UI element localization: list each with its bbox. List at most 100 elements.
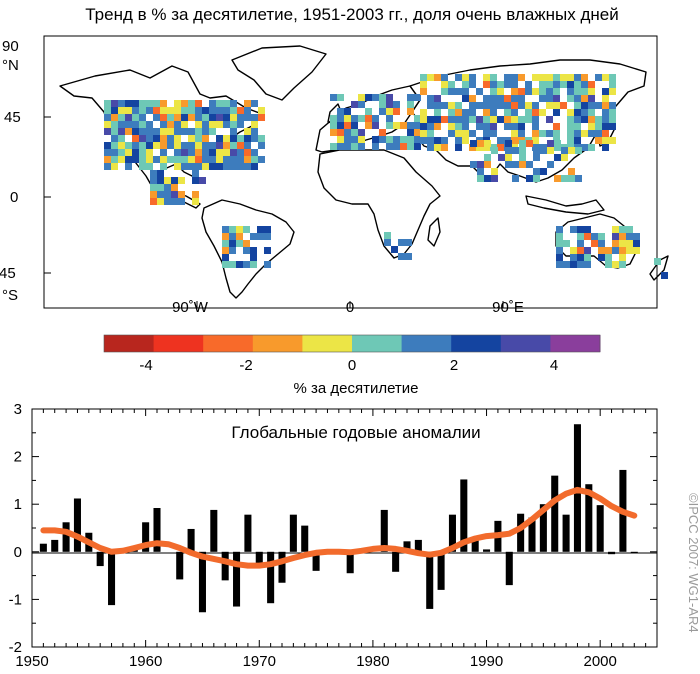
trend-cell — [146, 163, 153, 170]
trend-cell — [619, 233, 626, 240]
trend-cell — [174, 128, 181, 135]
trend-cell — [588, 81, 595, 88]
anomaly-bars — [39, 424, 638, 613]
trend-cell — [223, 100, 230, 107]
trend-cell — [609, 81, 616, 88]
trend-cell — [612, 233, 619, 240]
trend-cell — [251, 121, 258, 128]
trend-cell — [111, 156, 118, 163]
trend-cell — [497, 95, 504, 102]
trend-cell — [386, 108, 393, 115]
anomaly-bar-1999 — [585, 484, 593, 552]
trend-cell — [250, 261, 257, 268]
trend-cell — [160, 135, 167, 142]
trend-cell — [577, 226, 584, 233]
trend-cell — [588, 123, 595, 130]
trend-cell — [626, 233, 633, 240]
trend-cell — [560, 74, 567, 81]
trend-cell — [150, 198, 157, 205]
trend-cell — [556, 261, 563, 268]
trend-map: 90 °N 45 0 45 °S 90˚W 0 90˚E — [0, 35, 669, 316]
trend-cell — [171, 184, 178, 191]
trend-cell — [157, 177, 164, 184]
trend-cell — [455, 144, 462, 151]
trend-cell — [111, 142, 118, 149]
trend-cell — [563, 240, 570, 247]
colorbar: -4 -2 0 2 4 % за десятилетие — [103, 334, 601, 397]
anomaly-bar-1953 — [62, 522, 70, 552]
trend-cell — [427, 102, 434, 109]
trend-cell — [146, 107, 153, 114]
trend-cell — [393, 143, 400, 150]
south-america-outline — [201, 199, 295, 299]
trend-cell — [229, 261, 236, 268]
trend-cell — [609, 88, 616, 95]
trend-cell — [619, 240, 626, 247]
trend-cell — [591, 240, 598, 247]
trend-cell — [581, 109, 588, 116]
trend-cell — [209, 142, 216, 149]
trend-cell — [434, 74, 441, 81]
colorbar-tick-minus4: -4 — [139, 357, 152, 374]
trend-cell — [584, 226, 591, 233]
trend-cell — [441, 81, 448, 88]
trend-cell — [540, 168, 547, 175]
trend-cell — [209, 107, 216, 114]
trend-cell — [216, 142, 223, 149]
trend-cell — [511, 116, 518, 123]
trend-cell — [414, 143, 421, 150]
trend-cell — [195, 114, 202, 121]
trend-cell — [574, 102, 581, 109]
trend-cell — [598, 247, 605, 254]
trend-cell — [420, 130, 427, 137]
trend-cell — [223, 121, 230, 128]
trend-cell — [581, 74, 588, 81]
trend-cell — [532, 123, 539, 130]
trend-cell — [497, 144, 504, 151]
trend-cell — [195, 128, 202, 135]
trend-cell — [470, 161, 477, 168]
trend-cell — [258, 142, 265, 149]
trend-cell — [567, 137, 574, 144]
trend-cell — [216, 135, 223, 142]
anomaly-bar-1993 — [517, 513, 525, 552]
trend-cell — [337, 108, 344, 115]
trend-cell — [244, 149, 251, 156]
trend-cell — [104, 114, 111, 121]
trend-cell — [588, 144, 595, 151]
colorbar-swatch — [203, 335, 254, 352]
trend-cell — [633, 240, 640, 247]
trend-cell — [407, 122, 414, 129]
trend-cell — [139, 163, 146, 170]
trend-cell — [230, 114, 237, 121]
lat-label-s: °S — [2, 287, 18, 304]
trend-cell — [511, 123, 518, 130]
trend-cell — [171, 191, 178, 198]
trend-cell — [132, 135, 139, 142]
trend-cell — [526, 175, 533, 182]
anomaly-bar-2001 — [608, 551, 616, 555]
madagascar-outline — [427, 217, 441, 247]
trend-cell — [244, 135, 251, 142]
trend-cell — [230, 149, 237, 156]
trend-cell — [539, 74, 546, 81]
ipcc-credit: ©IPCC 2007: WG1-AR4 — [686, 493, 700, 633]
trend-cell — [229, 233, 236, 240]
trend-cell — [125, 114, 132, 121]
trend-cell — [153, 100, 160, 107]
trend-cell — [476, 116, 483, 123]
trend-cell — [626, 247, 633, 254]
trend-cell — [153, 142, 160, 149]
trend-cell — [132, 156, 139, 163]
trend-cell — [216, 149, 223, 156]
trend-cell — [104, 107, 111, 114]
x-tick-label: 1950 — [15, 653, 48, 670]
trend-cell — [164, 191, 171, 198]
chart-title: Глобальные годовые аномалии — [231, 423, 480, 442]
trend-cell — [519, 154, 526, 161]
trend-cell — [462, 74, 469, 81]
trend-cell — [525, 116, 532, 123]
trend-cell — [157, 184, 164, 191]
trend-cell — [202, 149, 209, 156]
trend-cell — [237, 114, 244, 121]
